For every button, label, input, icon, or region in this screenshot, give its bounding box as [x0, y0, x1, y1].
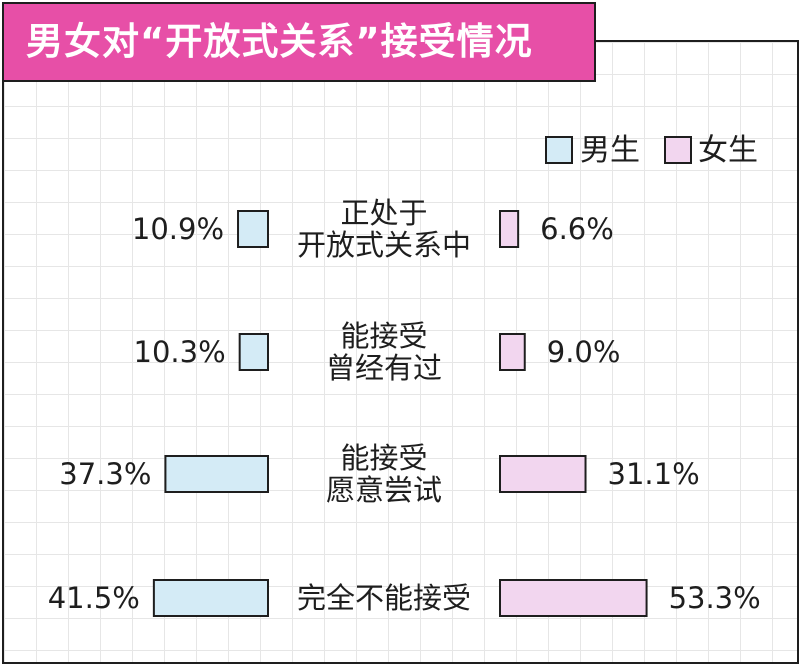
- bar-female-2: [499, 455, 587, 493]
- value-label-male-1: 10.3%: [134, 335, 226, 369]
- bar-female-3: [499, 579, 648, 617]
- legend-label-male: 男生: [580, 133, 640, 168]
- bar-male-3: [152, 579, 269, 617]
- category-label-2-1: 愿意尝试: [326, 473, 442, 507]
- bar-female-0: [499, 210, 520, 248]
- value-label-female-0: 6.6%: [540, 212, 614, 246]
- legend-label-female: 女生: [698, 133, 758, 168]
- category-label-3-0: 完全不能接受: [297, 581, 471, 615]
- value-label-male-2: 37.3%: [59, 457, 151, 491]
- value-label-male-0: 10.9%: [132, 212, 224, 246]
- category-label-2-0: 能接受: [340, 441, 427, 475]
- category-label-1-0: 能接受: [340, 319, 427, 353]
- value-label-female-2: 31.1%: [608, 457, 700, 491]
- bar-male-0: [237, 210, 269, 248]
- legend: 男生 女生: [545, 133, 758, 168]
- category-label-0-1: 开放式关系中: [297, 228, 471, 262]
- legend-swatch-male: [545, 136, 573, 164]
- category-label-1-1: 曾经有过: [326, 351, 442, 385]
- bar-male-2: [164, 455, 269, 493]
- bar-female-1: [499, 333, 526, 371]
- category-label-0-0: 正处于: [340, 196, 427, 230]
- value-label-female-1: 9.0%: [547, 335, 621, 369]
- bar-male-1: [238, 333, 270, 371]
- chart-title: 男女对“开放式关系”接受情况: [2, 2, 596, 82]
- legend-swatch-female: [664, 136, 692, 164]
- value-label-male-3: 41.5%: [48, 581, 140, 615]
- value-label-female-3: 53.3%: [669, 581, 761, 615]
